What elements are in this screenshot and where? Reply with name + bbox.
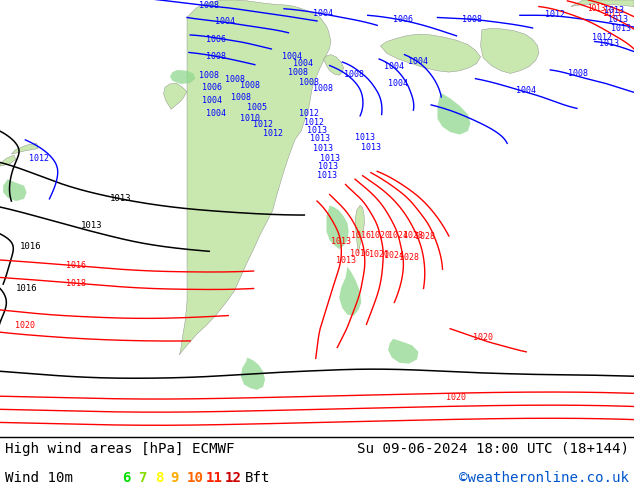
Text: 1013: 1013 bbox=[602, 9, 621, 19]
Text: 1013: 1013 bbox=[361, 143, 381, 152]
Text: 1013: 1013 bbox=[604, 6, 624, 15]
Text: 1008: 1008 bbox=[462, 15, 482, 24]
Text: 1016: 1016 bbox=[20, 243, 41, 251]
Text: 1016: 1016 bbox=[66, 261, 86, 270]
Text: Su 09-06-2024 18:00 UTC (18+144): Su 09-06-2024 18:00 UTC (18+144) bbox=[357, 441, 629, 456]
Polygon shape bbox=[241, 358, 265, 390]
Text: 1008: 1008 bbox=[344, 70, 364, 79]
Text: 9: 9 bbox=[171, 471, 179, 486]
Text: 1008: 1008 bbox=[231, 93, 251, 101]
Text: 1013: 1013 bbox=[316, 171, 337, 180]
Text: 1028: 1028 bbox=[403, 231, 424, 240]
Text: 1024: 1024 bbox=[388, 231, 408, 240]
Text: 1013: 1013 bbox=[307, 126, 327, 135]
Text: 1004: 1004 bbox=[516, 86, 536, 96]
Polygon shape bbox=[11, 144, 38, 154]
Text: 1008: 1008 bbox=[568, 70, 588, 78]
Polygon shape bbox=[0, 155, 16, 166]
Text: 1020: 1020 bbox=[15, 321, 36, 330]
Text: 1006: 1006 bbox=[205, 35, 226, 44]
Polygon shape bbox=[179, 0, 331, 355]
Polygon shape bbox=[388, 339, 418, 364]
Text: 1008: 1008 bbox=[299, 78, 320, 87]
Text: 1008: 1008 bbox=[199, 1, 219, 10]
Text: Wind 10m: Wind 10m bbox=[5, 471, 73, 486]
Polygon shape bbox=[437, 93, 470, 135]
Text: 1013: 1013 bbox=[313, 144, 333, 153]
Text: High wind areas [hPa] ECMWF: High wind areas [hPa] ECMWF bbox=[5, 441, 235, 456]
Polygon shape bbox=[327, 205, 349, 249]
Text: 1012: 1012 bbox=[253, 120, 273, 129]
Text: 1024: 1024 bbox=[384, 251, 404, 260]
Polygon shape bbox=[170, 70, 195, 84]
Text: 1020: 1020 bbox=[446, 393, 467, 402]
Text: 7: 7 bbox=[138, 471, 146, 486]
Text: 1006: 1006 bbox=[202, 83, 223, 92]
Polygon shape bbox=[164, 83, 187, 109]
Text: 1016: 1016 bbox=[351, 231, 372, 240]
Polygon shape bbox=[481, 28, 539, 74]
Text: 1013: 1013 bbox=[320, 154, 340, 163]
Text: 1028: 1028 bbox=[415, 232, 435, 242]
Text: 1013: 1013 bbox=[608, 15, 628, 24]
Text: 1004: 1004 bbox=[205, 109, 226, 118]
Text: 1006: 1006 bbox=[392, 15, 413, 24]
Text: 1004: 1004 bbox=[281, 52, 302, 61]
Text: Bft: Bft bbox=[245, 471, 271, 486]
Text: ©weatheronline.co.uk: ©weatheronline.co.uk bbox=[459, 471, 629, 486]
Text: 1008: 1008 bbox=[205, 52, 226, 61]
Text: 1008: 1008 bbox=[313, 84, 333, 93]
Text: 1013: 1013 bbox=[354, 133, 375, 142]
Text: 1013: 1013 bbox=[598, 39, 619, 48]
Text: 1020: 1020 bbox=[369, 250, 389, 259]
Text: 1004: 1004 bbox=[388, 79, 408, 88]
Text: 1028: 1028 bbox=[399, 253, 419, 262]
Text: 1013: 1013 bbox=[586, 4, 605, 13]
Text: 1004: 1004 bbox=[313, 9, 333, 19]
Text: 6: 6 bbox=[122, 471, 130, 486]
Text: 1012: 1012 bbox=[545, 10, 565, 20]
Text: 1016: 1016 bbox=[16, 284, 37, 293]
Text: 1008: 1008 bbox=[240, 81, 261, 90]
Text: 1012: 1012 bbox=[299, 109, 320, 118]
Text: 1020: 1020 bbox=[370, 231, 391, 240]
Text: 1012: 1012 bbox=[29, 154, 49, 163]
Polygon shape bbox=[571, 0, 634, 6]
Text: 1004: 1004 bbox=[384, 62, 404, 71]
Text: 1016: 1016 bbox=[350, 249, 370, 258]
Polygon shape bbox=[380, 34, 481, 72]
Text: 1013: 1013 bbox=[310, 134, 330, 144]
Text: 1008: 1008 bbox=[224, 75, 245, 84]
Text: 8: 8 bbox=[155, 471, 163, 486]
Text: 11: 11 bbox=[205, 471, 223, 486]
Text: 1012: 1012 bbox=[592, 33, 612, 42]
Text: 12: 12 bbox=[224, 471, 242, 486]
Text: 1018: 1018 bbox=[66, 279, 86, 288]
Text: 1013: 1013 bbox=[331, 237, 351, 246]
Text: 1013: 1013 bbox=[611, 24, 631, 33]
Text: 1020: 1020 bbox=[473, 333, 493, 342]
Polygon shape bbox=[323, 54, 344, 75]
Text: 1005: 1005 bbox=[247, 102, 267, 112]
Text: 10: 10 bbox=[186, 471, 204, 486]
Text: 1013: 1013 bbox=[110, 195, 131, 203]
Text: 1010: 1010 bbox=[240, 114, 261, 122]
Text: 1013: 1013 bbox=[318, 163, 339, 172]
Text: 1012: 1012 bbox=[262, 129, 283, 138]
Text: 1004: 1004 bbox=[215, 17, 235, 26]
Polygon shape bbox=[339, 267, 361, 316]
Text: 1004: 1004 bbox=[408, 57, 429, 66]
Polygon shape bbox=[355, 205, 365, 253]
Text: 1008: 1008 bbox=[288, 68, 308, 76]
Text: 1004: 1004 bbox=[202, 96, 223, 105]
Text: 1012: 1012 bbox=[304, 118, 324, 127]
Text: 1004: 1004 bbox=[293, 59, 313, 68]
Polygon shape bbox=[3, 179, 27, 201]
Text: 1008: 1008 bbox=[199, 71, 219, 80]
Text: 1013: 1013 bbox=[335, 256, 356, 265]
Text: 1013: 1013 bbox=[81, 220, 103, 230]
